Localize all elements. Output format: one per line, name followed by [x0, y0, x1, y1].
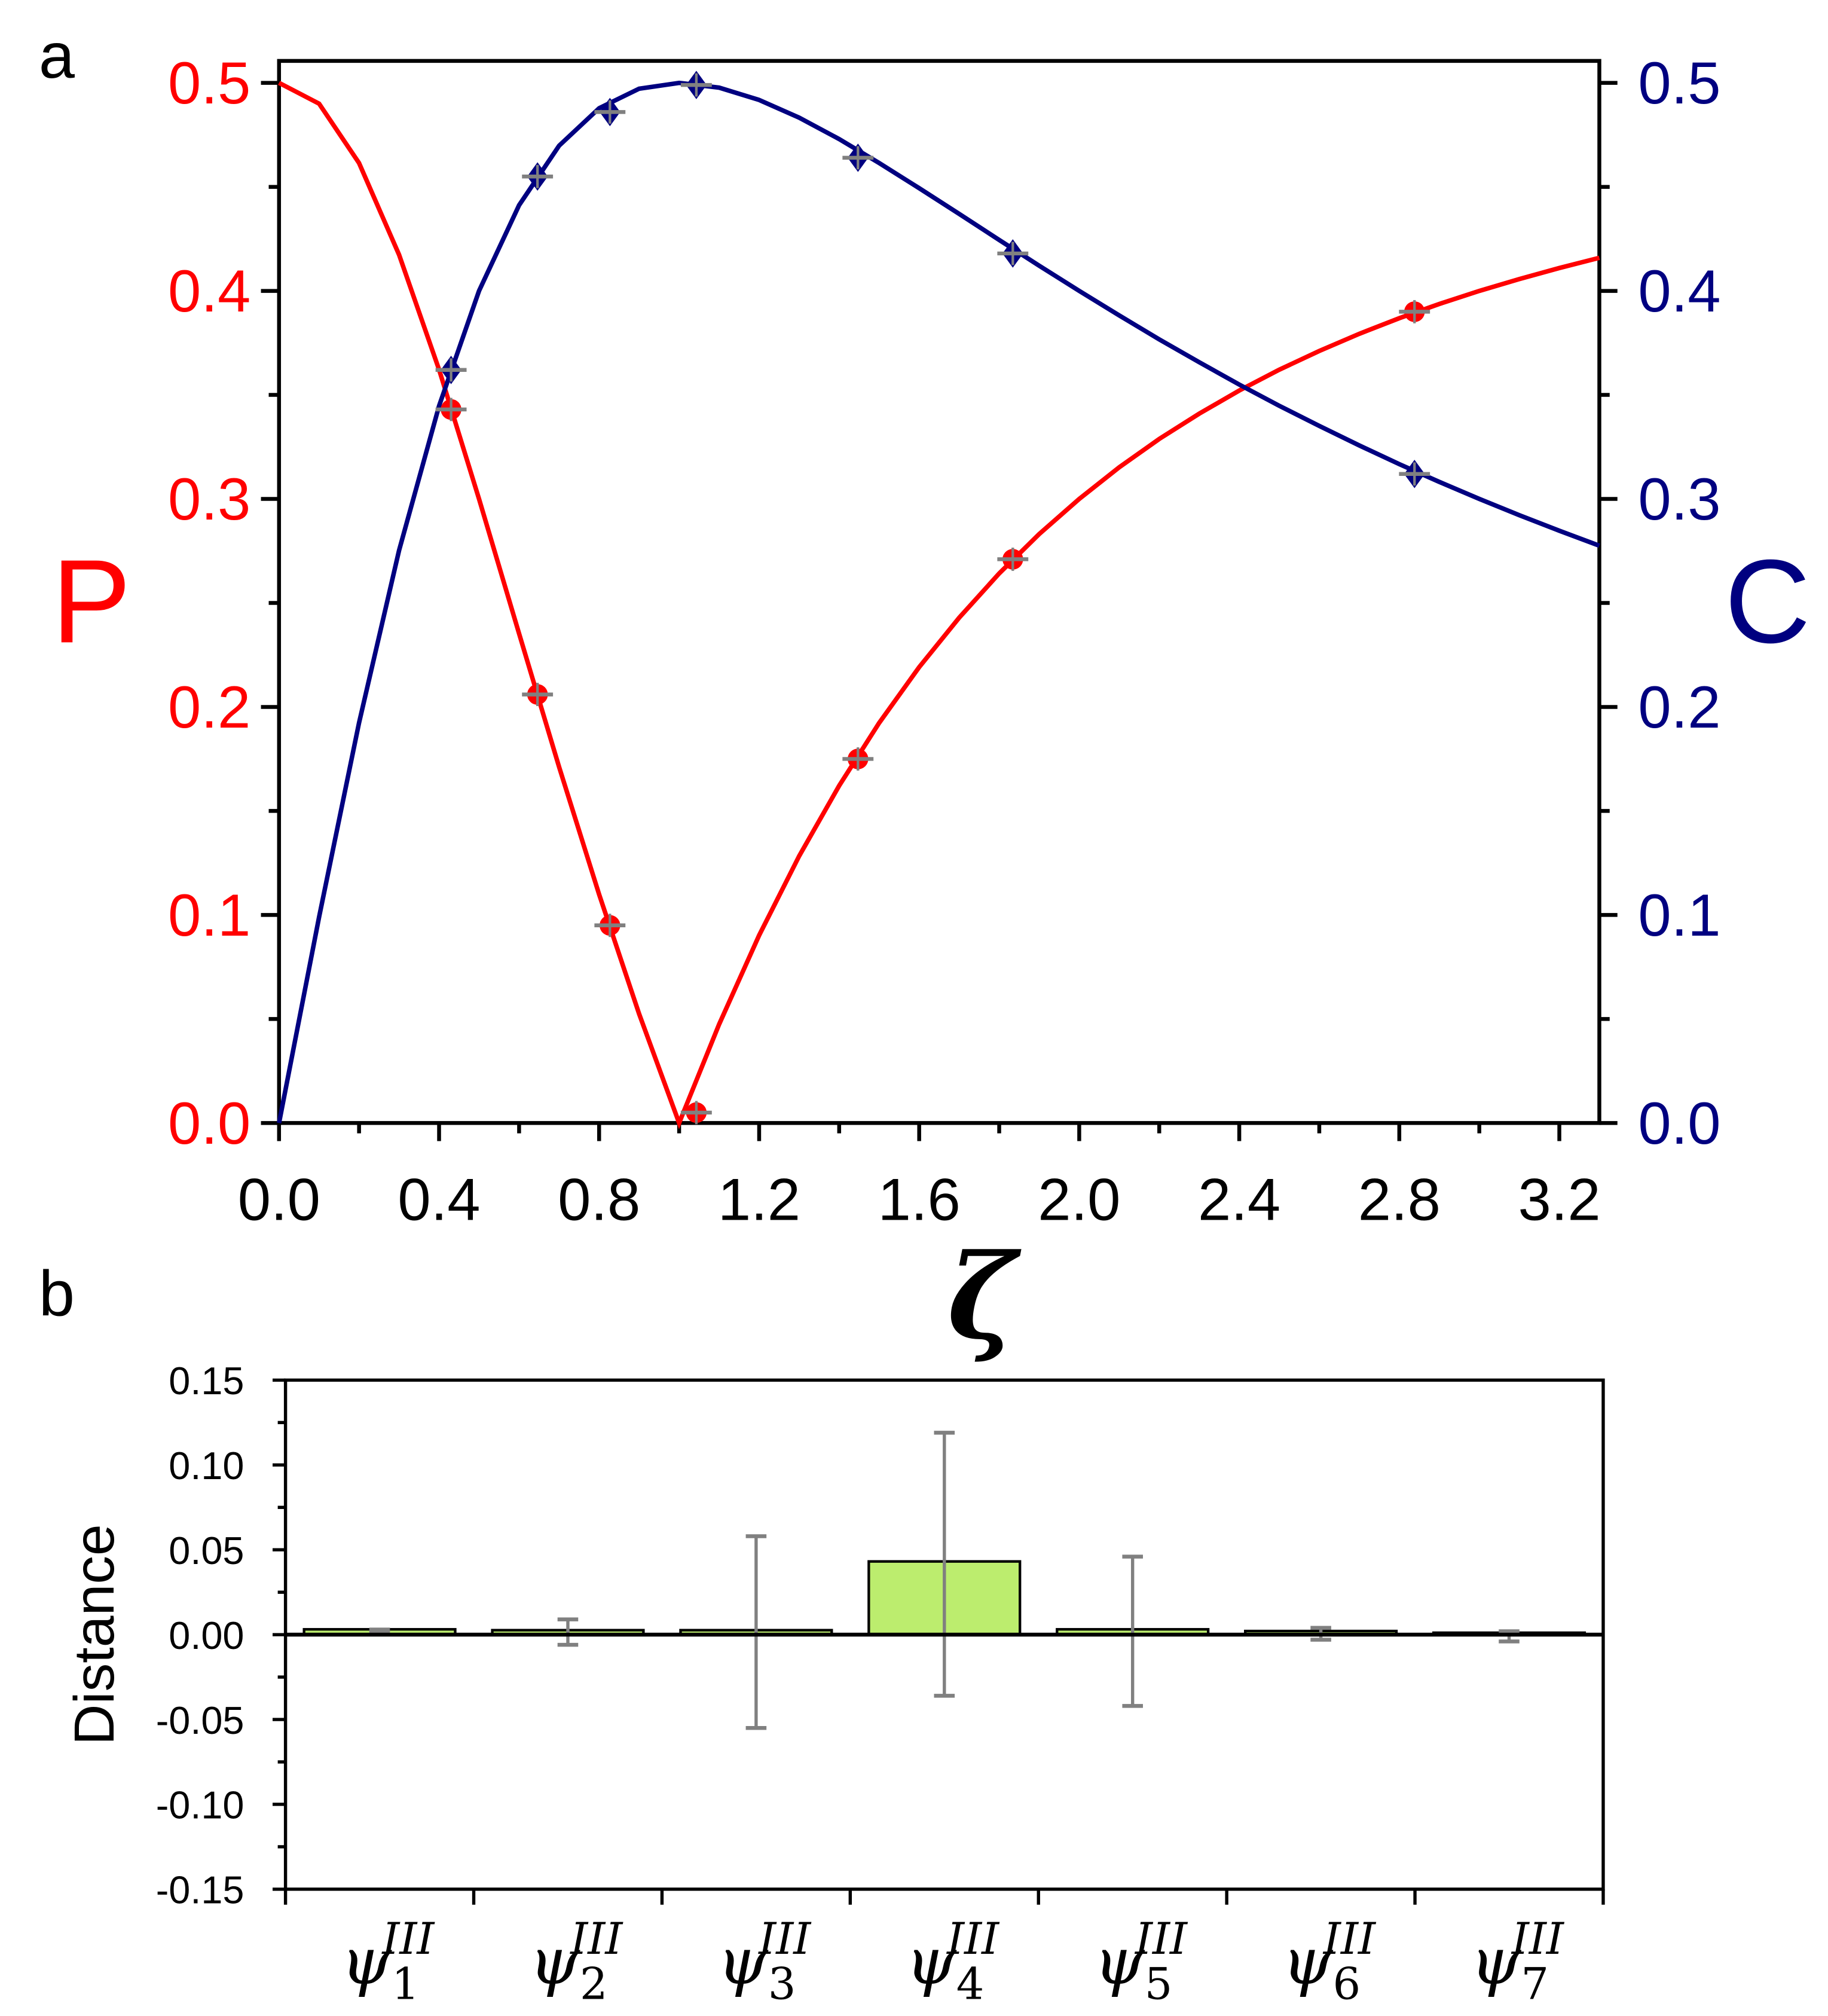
category-superscript: III [569, 1914, 623, 1965]
x-tick-label: 0.8 [558, 1166, 640, 1233]
x-tick-label: 3.2 [1518, 1166, 1600, 1233]
x-tick-label: ψ6 [1282, 1925, 1361, 2010]
y-tick-label: -0.15 [156, 1868, 244, 1912]
left-y-tick-label: 0.3 [168, 466, 250, 533]
category-base: ψ [1471, 1925, 1522, 1999]
y-tick-label: 0.10 [169, 1444, 244, 1487]
category-superscript: III [1322, 1914, 1377, 1965]
category-subscript: 4 [956, 1959, 985, 2010]
category-subscript: 7 [1521, 1959, 1549, 2010]
left-y-tick-label: 0.4 [168, 258, 250, 325]
right-y-tick-label: 0.2 [1638, 674, 1720, 741]
category-base: ψ [341, 1925, 392, 1999]
y-tick-label: 0.15 [169, 1359, 244, 1403]
category-subscript: 6 [1333, 1959, 1361, 2010]
category-base: ψ [717, 1925, 769, 1999]
category-base: ψ [906, 1925, 957, 1999]
left-y-tick-label: 0.5 [168, 50, 250, 117]
y-tick-label: -0.10 [156, 1783, 244, 1827]
distance-axis-title: Distance [63, 1524, 126, 1745]
x-tick-label: ψ2 [529, 1925, 607, 2010]
category-superscript: III [1511, 1914, 1565, 1965]
y-tick-label: -0.05 [156, 1699, 244, 1742]
x-tick-label: 2.8 [1358, 1166, 1441, 1233]
category-base: ψ [1094, 1925, 1145, 1999]
x-tick-label: ψ7 [1471, 1925, 1549, 2010]
category-subscript: 1 [392, 1959, 420, 2010]
x-tick-label: ψ5 [1094, 1925, 1172, 2010]
panel-a-label: a [39, 19, 75, 91]
x-tick-label: 2.0 [1038, 1166, 1120, 1233]
right-y-tick-label: 0.0 [1638, 1091, 1720, 1157]
category-superscript: III [381, 1914, 435, 1965]
x-tick-label: ψ3 [717, 1925, 796, 2010]
p-curve [278, 81, 1600, 1129]
x-tick-label: 0.0 [238, 1166, 320, 1233]
category-base: ψ [529, 1925, 580, 1999]
y-tick-label: 0.00 [169, 1614, 244, 1657]
c-axis-title: C [1725, 535, 1811, 668]
c-curve [277, 80, 1600, 1124]
left-y-tick-label: 0.0 [168, 1091, 250, 1157]
category-subscript: 5 [1145, 1959, 1173, 2010]
x-tick-label: 1.2 [718, 1166, 800, 1233]
right-y-tick-label: 0.4 [1638, 258, 1720, 325]
category-superscript: III [946, 1914, 1000, 1965]
zeta-axis-title: ζ [947, 1228, 1022, 1365]
y-tick-label: 0.05 [169, 1529, 244, 1572]
left-y-tick-label: 0.1 [168, 882, 250, 949]
x-tick-label: ψ1 [341, 1925, 419, 2010]
x-tick-label: 0.4 [398, 1166, 480, 1233]
plot-frame [277, 59, 1601, 1125]
x-tick-label: 1.6 [878, 1166, 961, 1233]
x-tick-label: 2.4 [1198, 1166, 1280, 1233]
category-subscript: 2 [580, 1959, 608, 2010]
panel-b-label: b [39, 1257, 75, 1329]
right-y-tick-label: 0.5 [1638, 50, 1720, 117]
category-subscript: 3 [768, 1959, 796, 2010]
category-superscript: III [757, 1914, 812, 1965]
category-superscript: III [1134, 1914, 1188, 1965]
p-axis-title: P [51, 535, 131, 668]
x-tick-label: ψ4 [906, 1925, 984, 2010]
category-base: ψ [1282, 1925, 1334, 1999]
left-y-tick-label: 0.2 [168, 674, 250, 741]
panel-a: 0.0 0.4 0.8 1.2 1.6 2.0 2.4 2.8 3.2 0.0 0.0 0.1 0.1 0… [168, 50, 1720, 1233]
right-y-tick-label: 0.1 [1638, 882, 1720, 949]
right-y-tick-label: 0.3 [1638, 466, 1720, 533]
